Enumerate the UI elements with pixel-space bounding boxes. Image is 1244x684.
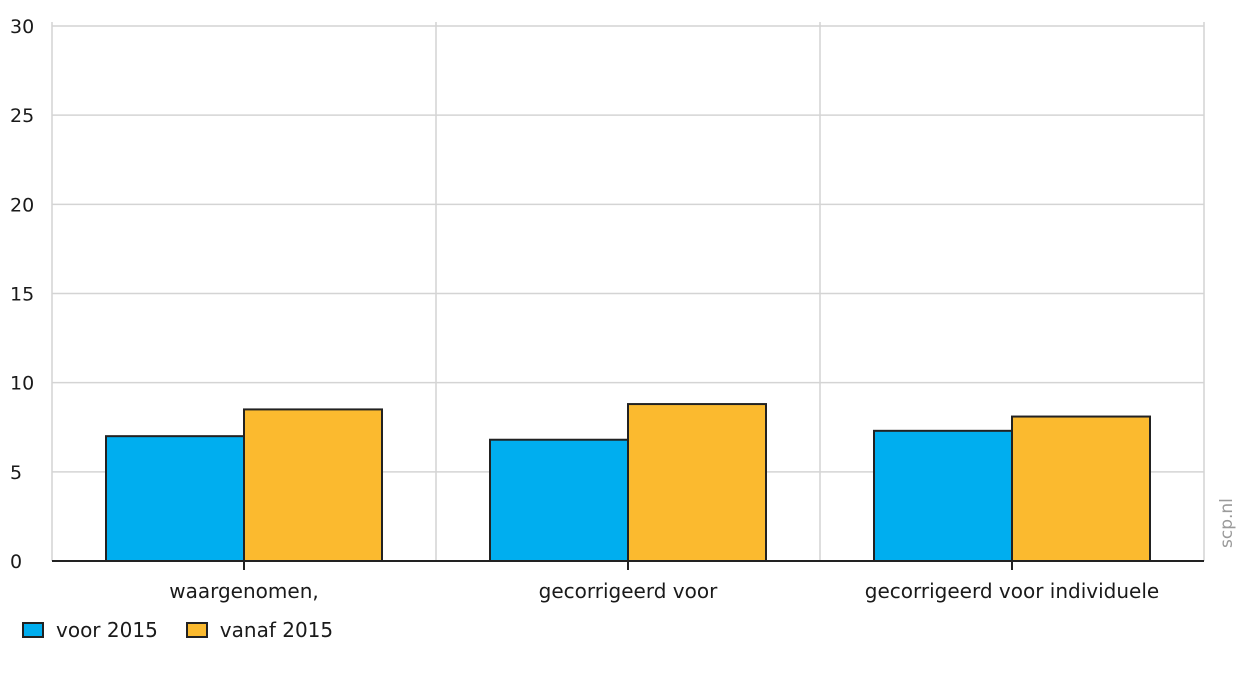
bar-vanaf-2015-1 — [243, 408, 383, 562]
bar-voor-2015-3 — [873, 429, 1013, 563]
x-category-label-2-line-1: gecorrigeerd voor — [539, 579, 718, 603]
bar-voor-2015-2 — [489, 438, 629, 563]
y-tick-label-25: 25 — [10, 105, 34, 127]
chart-axes — [52, 560, 1204, 570]
x-category-label-1-line-2: ongecorrigeerd — [168, 607, 321, 610]
chart-grid — [51, 22, 1205, 561]
legend-label-vanaf-2015: vanaf 2015 — [219, 618, 334, 642]
legend-item-vanaf-2015: vanaf 2015 — [185, 618, 334, 642]
y-tick-label-20: 20 — [10, 194, 34, 216]
chart-legend: voor 2015 vanaf 2015 — [22, 618, 361, 642]
legend-swatch-voor-2015 — [22, 622, 44, 638]
y-tick-label-5: 5 — [10, 462, 22, 484]
y-tick-label-10: 10 — [10, 373, 34, 395]
y-tick-label-15: 15 — [10, 284, 34, 306]
x-category-label-1-line-1: waargenomen, — [169, 579, 318, 603]
chart-bars — [105, 403, 1151, 563]
x-category-label-2-line-2: individuele kenmerken — [514, 607, 741, 610]
x-category-label-3-line-1: gecorrigeerd voor individuele — [865, 579, 1159, 603]
legend-item-voor-2015: voor 2015 — [22, 618, 158, 642]
legend-swatch-vanaf-2015 — [185, 622, 208, 638]
watermark-text: scp.nl — [1217, 498, 1237, 548]
bar-voor-2015-1 — [105, 435, 245, 562]
legend-label-voor-2015: voor 2015 — [56, 618, 158, 642]
bar-chart: 0 5 10 15 20 25 30 waargenomen, ongecorrigeerd ge… — [10, 16, 1237, 610]
bar-vanaf-2015-3 — [1011, 415, 1151, 562]
x-category-label-3-line-2: en macrokenmerken — [909, 607, 1115, 610]
y-tick-label-0: 0 — [10, 551, 22, 573]
chart-labels: 0 5 10 15 20 25 30 waargenomen, ongecorrigeerd ge… — [10, 16, 1237, 610]
bar-vanaf-2015-2 — [627, 403, 767, 563]
y-tick-label-30: 30 — [10, 16, 34, 38]
